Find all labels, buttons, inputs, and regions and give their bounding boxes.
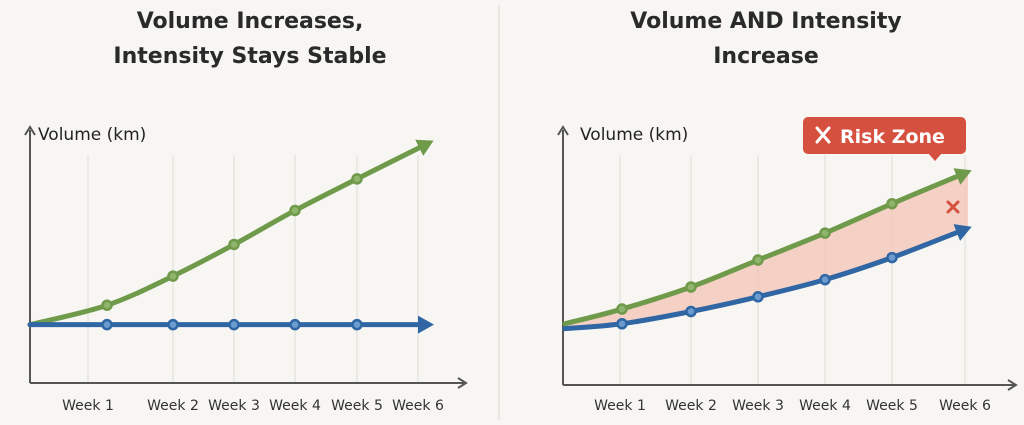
chart-title-line: Volume AND Intensity	[630, 9, 901, 34]
volume-data-point	[752, 254, 764, 266]
chart-title-line: Volume Increases,	[137, 9, 364, 34]
intensity-data-point	[886, 251, 898, 264]
volume-data-point	[351, 173, 363, 185]
intensity-data-point	[101, 318, 113, 331]
x-tick-label: Week 3	[732, 398, 784, 414]
intensity-data-point	[167, 318, 179, 331]
intensity-data-point	[685, 305, 697, 318]
risk-zone-area	[565, 171, 968, 329]
intensity-data-point	[228, 318, 240, 331]
y-axis-arrow-icon	[24, 125, 36, 136]
y-axis-label: Volume (km)	[580, 125, 688, 145]
intensity-data-point	[616, 318, 628, 330]
volume-data-point	[289, 204, 301, 217]
risk-zone-badge: Risk Zone	[803, 117, 966, 161]
x-axis-arrow-icon	[1007, 379, 1018, 391]
intensity-data-point	[752, 291, 764, 303]
x-tick-label: Week 6	[392, 398, 444, 414]
risk-x-marker-icon	[946, 200, 960, 214]
intensity-data-point	[819, 273, 831, 286]
risk-zone-badge-bg	[803, 117, 966, 154]
volume-data-point	[685, 281, 697, 293]
x-tick-label: Week 5	[866, 398, 918, 414]
x-tick-label: Week 1	[62, 398, 114, 414]
x-tick-label: Week 4	[269, 398, 321, 414]
intensity-data-point	[289, 318, 301, 331]
risk-zone-badge-pointer	[928, 153, 942, 161]
volume-line	[27, 144, 424, 328]
y-axis-label: Volume (km)	[38, 125, 146, 145]
chart-title-line: Increase	[713, 44, 819, 69]
volume-arrowhead-icon	[953, 168, 972, 185]
x-tick-label: Week 2	[665, 398, 717, 414]
volume-data-point	[228, 238, 240, 251]
x-icon	[815, 126, 831, 144]
chart-panel-2: Volume AND Intensity Increase Volume (km) W…	[557, 9, 1018, 414]
x-tick-label: Week 2	[147, 398, 199, 414]
x-tick-label: Week 5	[331, 398, 383, 414]
y-axis-arrow-icon	[557, 125, 569, 136]
risk-zone-label: Risk Zone	[840, 126, 945, 148]
volume-data-point	[616, 303, 628, 315]
volume-data-point	[886, 197, 898, 210]
chart-panel-1: Volume Increases, Intensity Stays Stable V…	[24, 9, 468, 414]
intensity-data-point	[351, 318, 363, 331]
chart-title-line: Intensity Stays Stable	[113, 44, 386, 69]
x-tick-label: Week 1	[594, 398, 646, 414]
x-axis-arrow-icon	[457, 377, 468, 389]
volume-data-point	[101, 299, 113, 311]
x-tick-label: Week 4	[799, 398, 851, 414]
volume-data-point	[167, 270, 179, 282]
intensity-arrowhead-icon	[418, 315, 434, 334]
volume-arrowhead-icon	[415, 139, 434, 156]
x-tick-label: Week 6	[939, 398, 991, 414]
x-tick-label: Week 3	[208, 398, 260, 414]
volume-data-point	[819, 227, 831, 239]
intensity-arrowhead-icon	[953, 224, 972, 241]
